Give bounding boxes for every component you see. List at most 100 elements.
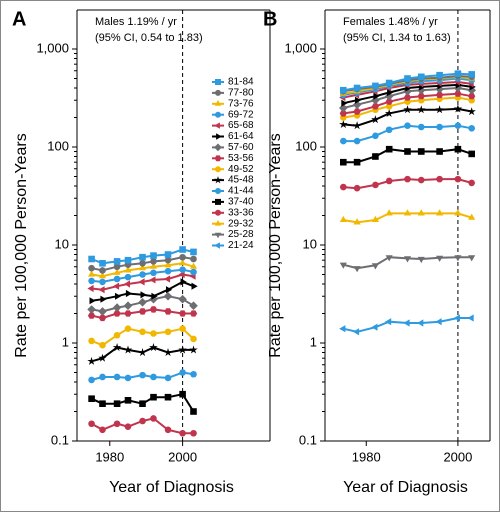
legend-marker <box>215 198 221 205</box>
data-point <box>417 256 425 264</box>
data-point <box>384 109 394 117</box>
y-tick-label: 1,000 <box>284 40 317 55</box>
data-point <box>436 91 444 99</box>
chart-title: Females 1.48% / yr <box>343 16 438 28</box>
data-point <box>124 374 132 382</box>
data-point <box>404 75 411 82</box>
data-point <box>403 105 412 114</box>
data-point <box>339 325 346 333</box>
data-point <box>454 70 462 77</box>
data-point <box>139 400 146 407</box>
data-point <box>150 252 157 259</box>
data-point <box>417 319 424 327</box>
data-point <box>436 148 443 155</box>
data-point <box>353 137 361 145</box>
data-point <box>385 318 392 326</box>
data-point <box>123 301 133 310</box>
data-point <box>371 215 379 222</box>
data-point <box>179 369 186 376</box>
legend-label: 53-56 <box>228 153 254 164</box>
data-point <box>468 150 475 158</box>
x-axis-label: Year of Diagnosis <box>343 479 468 496</box>
data-point <box>372 153 379 160</box>
panel-label: B <box>263 8 277 30</box>
data-point <box>190 255 197 263</box>
data-point <box>179 253 186 261</box>
data-point <box>113 331 121 339</box>
legend-label: 81-84 <box>228 77 254 88</box>
data-point <box>371 103 379 110</box>
data-point <box>453 314 460 322</box>
data-point <box>372 181 379 189</box>
legend-marker <box>214 143 222 152</box>
data-point <box>339 120 348 128</box>
data-point <box>138 298 147 307</box>
data-point <box>191 282 198 290</box>
data-point <box>453 104 463 113</box>
data-point <box>163 348 173 357</box>
data-point <box>164 374 172 382</box>
data-point <box>99 260 106 267</box>
data-point <box>164 328 172 336</box>
data-point <box>371 263 379 270</box>
data-point <box>468 93 476 100</box>
data-point <box>468 125 475 132</box>
data-point <box>149 306 158 313</box>
data-point <box>467 314 474 322</box>
data-point <box>190 429 197 437</box>
data-point <box>403 319 410 327</box>
data-point <box>340 86 347 94</box>
data-point <box>373 92 380 100</box>
data-point <box>99 278 106 286</box>
data-point <box>340 158 347 166</box>
data-point <box>124 423 132 430</box>
data-point <box>372 82 379 90</box>
data-point <box>150 258 157 265</box>
data-point <box>179 259 187 266</box>
chart-subtitle: (95% CI, 1.34 to 1.63) <box>343 32 451 44</box>
data-point <box>436 71 443 79</box>
data-point <box>115 292 122 300</box>
data-point <box>371 323 378 331</box>
data-point <box>454 255 462 262</box>
data-point <box>353 328 360 336</box>
legend-marker <box>216 133 222 140</box>
data-point <box>179 325 186 332</box>
data-point <box>417 73 425 81</box>
x-tick-label: 2000 <box>443 449 472 464</box>
data-point <box>417 93 425 100</box>
data-point <box>190 262 198 269</box>
data-point <box>164 251 172 258</box>
data-point <box>113 268 121 275</box>
data-point <box>179 390 186 398</box>
data-point <box>98 353 107 362</box>
data-point <box>98 272 107 279</box>
legend-marker <box>214 232 222 239</box>
legend-label: 73-76 <box>228 98 254 109</box>
data-point <box>385 255 393 262</box>
data-point <box>150 330 157 337</box>
data-point <box>353 158 361 166</box>
data-point <box>149 276 156 284</box>
data-point <box>404 122 411 129</box>
data-point <box>99 426 106 434</box>
data-point <box>112 303 122 312</box>
chart-title: Males 1.19% / yr <box>95 16 177 28</box>
data-point <box>163 275 171 283</box>
data-point <box>340 183 347 191</box>
data-point <box>124 256 132 264</box>
data-point <box>436 123 443 131</box>
data-point <box>385 209 393 216</box>
data-point <box>436 209 444 216</box>
data-point <box>189 345 198 354</box>
data-point <box>353 184 361 192</box>
data-point <box>339 215 347 222</box>
data-point <box>340 137 347 145</box>
data-point <box>179 310 187 317</box>
data-point <box>371 96 380 105</box>
legend-label: 49-52 <box>228 164 254 175</box>
data-point <box>151 292 158 300</box>
x-tick-label: 2000 <box>168 449 197 464</box>
data-point <box>468 255 476 262</box>
data-point <box>190 268 197 276</box>
